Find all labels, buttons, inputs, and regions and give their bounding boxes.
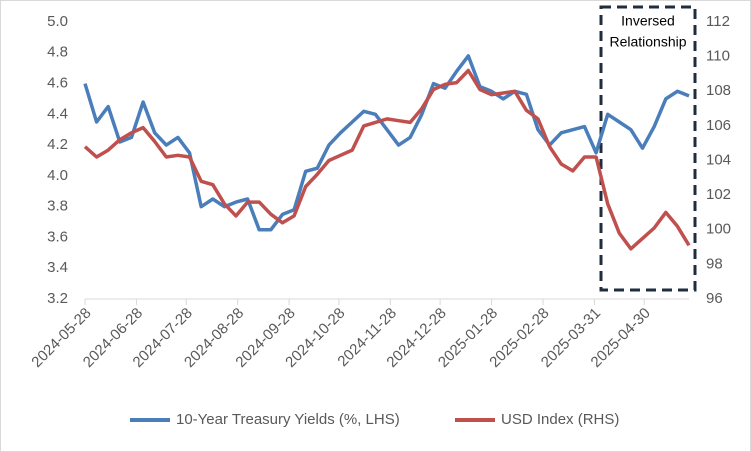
series-line bbox=[83, 68, 691, 251]
y2-tick-label: 106 bbox=[706, 117, 731, 134]
y-tick-label: 4.8 bbox=[47, 44, 68, 61]
y-tick-label: 4.0 bbox=[47, 167, 68, 184]
y-tick-label: 4.4 bbox=[47, 105, 68, 122]
y-tick-label: 5.0 bbox=[47, 13, 68, 30]
y2-tick-label: 102 bbox=[706, 186, 731, 203]
y2-tick-label: 100 bbox=[706, 221, 731, 238]
legend-label: 10-Year Treasury Yields (%, LHS) bbox=[176, 411, 400, 428]
y-tick-label: 4.6 bbox=[47, 75, 68, 92]
y-tick-label: 3.6 bbox=[47, 228, 68, 245]
y-tick-label: 3.4 bbox=[47, 259, 68, 276]
annotation: Relationship bbox=[609, 34, 686, 50]
legend-label: USD Index (RHS) bbox=[501, 411, 619, 428]
highlight-box bbox=[599, 5, 697, 292]
y2-tick-label: 96 bbox=[706, 290, 723, 307]
y2-tick-label: 98 bbox=[706, 255, 723, 272]
y2-tick-label: 112 bbox=[706, 13, 730, 30]
y2-tick-label: 104 bbox=[706, 151, 731, 168]
y2-tick-label: 110 bbox=[706, 48, 730, 65]
series-line bbox=[83, 54, 690, 232]
y-tick-label: 3.8 bbox=[47, 198, 68, 215]
y-tick-label: 4.2 bbox=[47, 136, 68, 153]
y2-tick-label: 108 bbox=[706, 82, 731, 99]
annotation: Inversed bbox=[621, 13, 675, 29]
y-tick-label: 3.2 bbox=[47, 290, 68, 307]
